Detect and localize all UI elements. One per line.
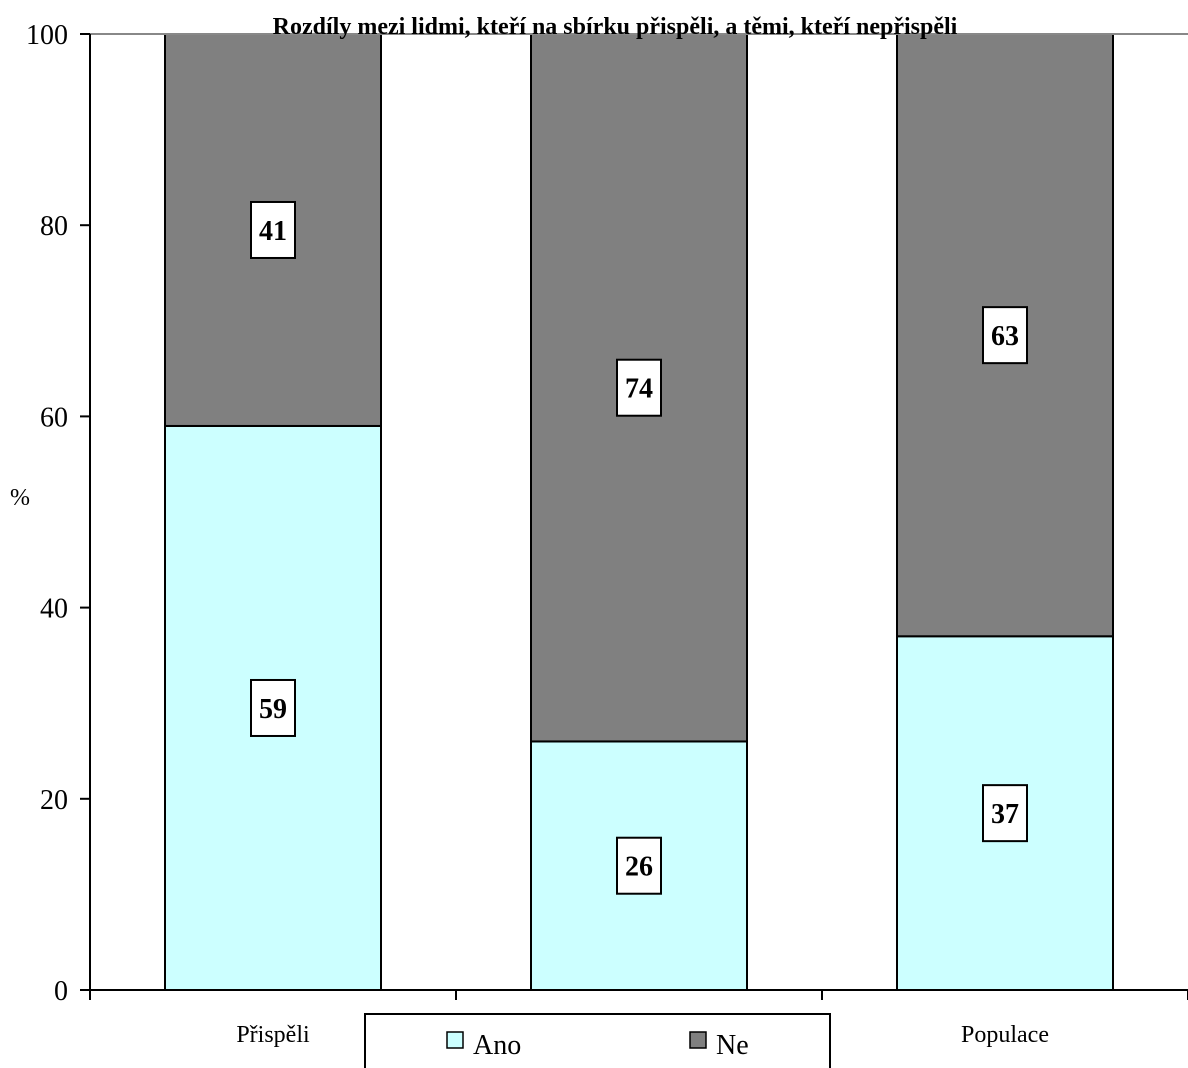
x-category-label: Přispěli [236, 1022, 310, 1048]
y-tick-label: 100 [26, 20, 68, 51]
legend-label-ano: Ano [473, 1030, 521, 1061]
chart-title: Rozdíly mezi lidmi, kteří na sbírku přis… [273, 14, 958, 40]
data-label: 63 [991, 321, 1019, 352]
legend-box [364, 1013, 831, 1068]
data-label-box [982, 784, 1028, 843]
data-label: 74 [625, 374, 653, 405]
y-tick-label: 40 [40, 594, 68, 625]
data-label: 26 [625, 852, 653, 883]
data-label-box [616, 358, 662, 417]
legend-swatch-ano [446, 1031, 464, 1049]
y-axis-label: % [10, 485, 30, 511]
y-tick-label: 80 [40, 211, 68, 242]
data-label-box [616, 836, 662, 895]
legend-swatch-ne [689, 1031, 707, 1049]
y-tick-label: 20 [40, 785, 68, 816]
data-labels-group: 59 41 26 74 37 63 [250, 200, 1028, 895]
x-category-label: Populace [961, 1022, 1049, 1048]
data-label-box [250, 678, 296, 737]
y-tick-label: 60 [40, 402, 68, 433]
data-label: 41 [259, 216, 287, 247]
data-label-box [982, 306, 1028, 365]
axes-group: 0 20 40 60 80 100 Přispěli Populace [26, 20, 1188, 1048]
data-label: 37 [991, 799, 1019, 830]
legend-label-ne: Ne [716, 1030, 749, 1061]
data-label-box [250, 200, 296, 259]
legend: Ano Ne [364, 1013, 831, 1068]
y-tick-label: 0 [54, 976, 68, 1007]
data-label: 59 [259, 694, 287, 725]
